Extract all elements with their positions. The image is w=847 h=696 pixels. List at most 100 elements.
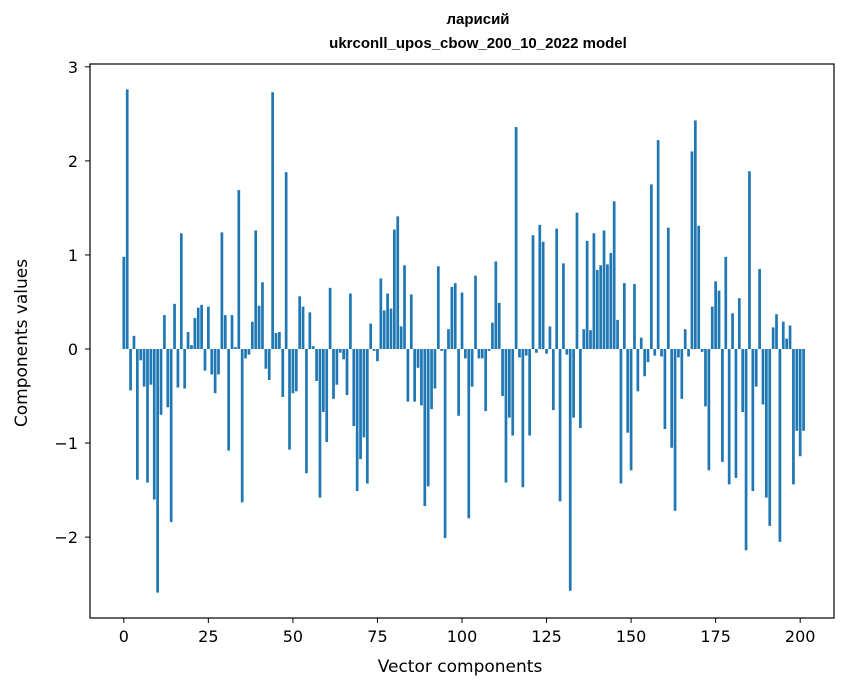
bar (487, 348, 491, 351)
y-tick-label: 2 (68, 152, 78, 171)
bar (284, 172, 288, 349)
bar (318, 348, 322, 498)
bar (535, 348, 538, 353)
bar (382, 310, 386, 349)
bar (511, 348, 515, 436)
bar (656, 140, 660, 349)
bar (575, 212, 579, 349)
bar (274, 333, 278, 349)
bar (132, 335, 136, 349)
bar (207, 306, 210, 349)
bar (501, 348, 504, 397)
bar (761, 348, 765, 405)
x-axis-label: Vector components (377, 657, 543, 677)
bar (365, 348, 369, 484)
bar (690, 151, 694, 349)
bar (183, 348, 187, 389)
y-tick-label: −1 (54, 434, 78, 453)
bar (264, 348, 268, 369)
bar (409, 294, 413, 349)
bar (700, 348, 704, 352)
bar (768, 348, 772, 526)
bar (521, 348, 525, 488)
bar (440, 348, 444, 351)
x-tick-label: 175 (700, 627, 731, 646)
bar (166, 348, 170, 408)
bar (393, 229, 396, 349)
bar (200, 304, 203, 349)
bar (176, 348, 180, 388)
bar (223, 315, 227, 349)
bar (453, 283, 457, 349)
bar (193, 317, 197, 349)
bar (602, 230, 606, 349)
y-tick-label: 0 (68, 340, 78, 359)
bar (494, 261, 498, 349)
bar (399, 326, 403, 349)
bar (758, 269, 761, 349)
bar (622, 283, 626, 349)
bar (443, 348, 447, 539)
bar (335, 348, 339, 385)
bar (254, 230, 258, 349)
bar (142, 348, 146, 387)
bar (704, 348, 707, 407)
bar (754, 348, 758, 387)
bar (294, 348, 298, 392)
bar (562, 263, 565, 349)
bar (261, 282, 264, 349)
bar (653, 348, 657, 356)
bar (480, 348, 484, 359)
bar (599, 265, 603, 349)
bar (626, 348, 630, 433)
bar (724, 256, 728, 349)
bar (781, 321, 785, 349)
bar (731, 313, 734, 349)
bar (423, 348, 427, 507)
y-tick-label: 3 (68, 58, 78, 77)
bar (460, 292, 464, 349)
y-axis-label: Components values (12, 258, 32, 428)
bar (741, 348, 745, 413)
bar (379, 278, 383, 349)
x-tick-label: 25 (198, 627, 218, 646)
bar (619, 348, 623, 484)
bar (328, 287, 332, 349)
bar (737, 298, 741, 349)
bar (227, 348, 231, 451)
bar (707, 348, 711, 471)
bar (778, 348, 782, 542)
bar (650, 184, 653, 349)
bar (572, 348, 575, 418)
bar (349, 293, 352, 349)
bar (592, 233, 596, 349)
bar (636, 348, 640, 392)
bar (220, 232, 224, 349)
bar (413, 348, 417, 402)
bar (663, 348, 667, 429)
bar (247, 348, 251, 355)
bar (548, 326, 552, 349)
bar (721, 348, 724, 462)
bar (646, 348, 650, 363)
bar (687, 348, 690, 357)
bar (447, 329, 450, 349)
bar (507, 348, 511, 418)
bar (565, 348, 569, 355)
bar (321, 348, 325, 413)
bar (710, 306, 714, 349)
bar (497, 302, 501, 349)
bar (406, 348, 410, 402)
bar (531, 235, 535, 349)
bar (139, 348, 143, 361)
bar (541, 241, 545, 349)
bar (491, 322, 494, 349)
bar (795, 348, 799, 431)
bar (673, 348, 677, 511)
bar (210, 348, 214, 375)
bar (332, 348, 335, 399)
bar (568, 348, 572, 591)
bar (122, 256, 126, 349)
x-tick-label: 150 (616, 627, 647, 646)
bar (579, 348, 582, 428)
